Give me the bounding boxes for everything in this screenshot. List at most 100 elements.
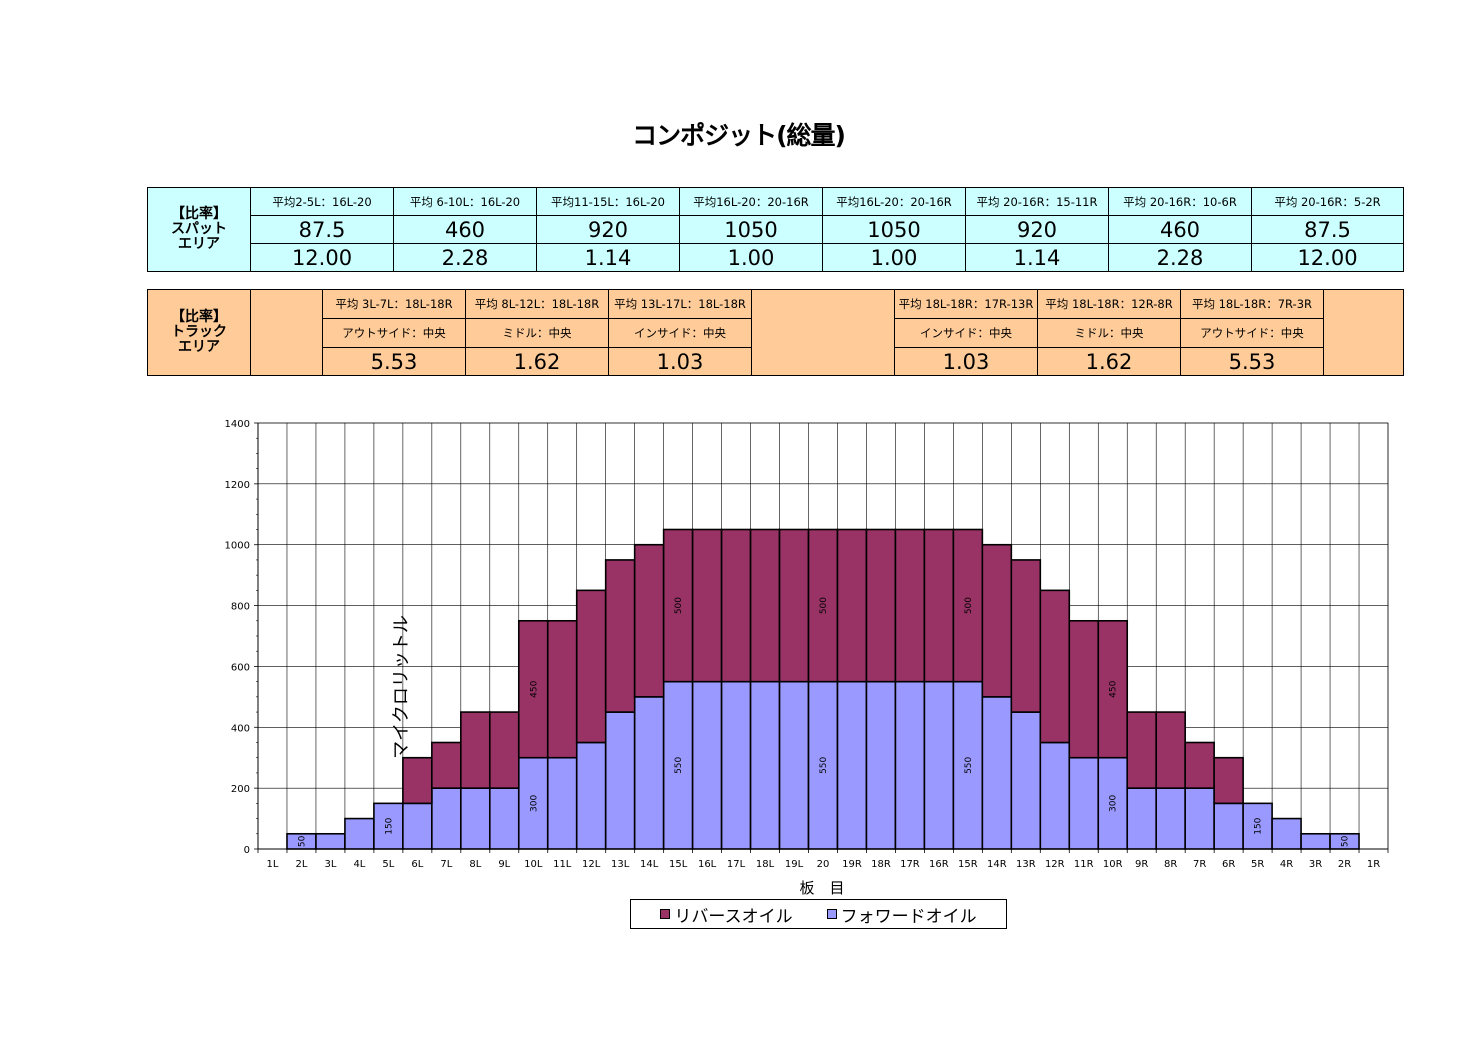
spot-ratio: 2.28 [1108,243,1252,272]
spot-area-table: 【比率】 スパット エリア 平均2-5L：16L-20 平均 6-10L：16L… [147,187,1404,272]
spot-header: 平均 20-16R：15-11R [965,187,1109,216]
track-header: 平均 18L-18R：7R-3R [1180,289,1324,319]
spot-ratio: 1.00 [822,243,966,272]
data-label: 450 [529,680,539,697]
y-tick-label: 400 [231,723,250,734]
bar-reverse-oil [460,711,491,789]
x-tick-label: 19R [842,859,862,870]
x-tick-label: 6R [1222,859,1235,870]
bar-reverse-oil [720,528,752,683]
x-tick-label: 1L [267,859,279,870]
y-tick-label: 0 [244,845,250,856]
legend-item-reverse: リバースオイル [660,902,793,927]
spot-value: 87.5 [1251,215,1404,244]
x-tick-label: 20 [817,859,830,870]
x-tick-label: 8R [1164,859,1177,870]
y-tick-label: 1200 [225,480,250,491]
bar-reverse-oil [662,528,694,683]
bar-reverse-oil [749,528,781,683]
track-zone: アウトサイド：中央 [1180,318,1324,348]
data-label: 50 [1341,835,1351,847]
bar-reverse-oil [1126,711,1158,789]
bar-forward-oil [575,741,607,850]
x-tick-label: 12L [582,859,601,870]
bar-reverse-oil [1097,619,1129,759]
spot-header: 平均 6-10L：16L-20 [393,187,537,216]
bar-reverse-oil [836,528,868,683]
y-tick-label: 600 [231,662,250,673]
x-tick-label: 5R [1251,859,1264,870]
x-tick-label: 11L [553,859,572,870]
bar-forward-oil [344,817,375,850]
legend-swatch-reverse [660,909,671,919]
data-label: 500 [674,597,684,614]
track-zone: インサイド：中央 [608,318,752,348]
bar-forward-oil [1155,787,1186,850]
y-axis-label: マイクロリットル [391,615,412,759]
track-zone: インサイド：中央 [894,318,1038,348]
spot-header: 平均 20-16R：10-6R [1108,187,1252,216]
bar-forward-oil [749,680,781,850]
x-tick-label: 4L [353,859,365,870]
chart-title: コンポジット(総量) [632,121,846,150]
x-tick-label: 7R [1193,859,1206,870]
x-tick-label: 17L [727,859,746,870]
track-zone: ミドル：中央 [465,318,609,348]
data-label: 550 [674,756,684,773]
bar-forward-oil [1184,787,1215,850]
data-label: 500 [819,597,829,614]
spot-ratio: 1.14 [536,243,680,272]
bar-forward-oil [315,832,346,850]
x-tick-label: 14R [987,859,1007,870]
x-tick-label: 7L [440,859,452,870]
data-label: 50 [297,835,307,847]
spot-header: 平均 20-16R：5-2R [1251,187,1404,216]
legend-item-forward: フォワードオイル [826,902,977,927]
spot-value: 1050 [822,215,966,244]
spot-ratio: 12.00 [250,243,394,272]
bar-reverse-oil [1155,711,1186,789]
bar-forward-oil [402,802,433,850]
spot-header: 平均16L-20：20-16R [679,187,823,216]
bar-reverse-oil [517,619,549,759]
spot-value: 460 [1108,215,1252,244]
legend-label-forward: フォワードオイル [840,906,977,927]
x-tick-label: 17R [900,859,920,870]
y-tick-label: 800 [231,602,250,613]
x-tick-label: 14L [640,859,659,870]
spot-value: 87.5 [250,215,394,244]
bar-reverse-oil [1068,619,1100,759]
x-tick-label: 16L [698,859,717,870]
data-label: 550 [819,756,829,773]
spot-header: 平均11-15L：16L-20 [536,187,680,216]
track-ratio: 5.53 [322,347,466,376]
x-tick-label: 3L [324,859,336,870]
bar-reverse-oil [402,756,433,805]
x-tick-label: 9L [498,859,510,870]
track-ratio: 5.53 [1180,347,1324,376]
track-blank-cell [1323,289,1404,376]
x-tick-label: 15R [958,859,978,870]
x-tick-label: 2L [295,859,307,870]
bar-forward-oil [1126,787,1158,850]
track-zone: アウトサイド：中央 [322,318,466,348]
track-area-table: 【比率】 トラック エリア 平均 3L-7L：18L-18R 平均 8L-12L… [147,289,1404,376]
bar-forward-oil [460,787,491,850]
bar-reverse-oil [981,543,1013,698]
data-label: 550 [964,756,974,773]
x-tick-label: 10L [524,859,543,870]
spot-label-text: 【比率】 スパット エリア [171,206,227,252]
y-tick-label: 1000 [225,541,250,552]
bar-forward-oil [546,756,578,850]
track-area-label: 【比率】 トラック エリア [147,289,251,376]
data-label: 150 [1254,817,1264,834]
bar-forward-oil [778,680,810,850]
bar-forward-oil [1068,756,1100,850]
spot-ratio: 1.14 [965,243,1109,272]
bar-reverse-oil [778,528,810,683]
x-tick-label: 13L [611,859,630,870]
spot-value: 920 [965,215,1109,244]
bar-reverse-oil [923,528,955,683]
spot-area-label: 【比率】 スパット エリア [147,187,251,272]
bar-forward-oil [633,696,665,850]
